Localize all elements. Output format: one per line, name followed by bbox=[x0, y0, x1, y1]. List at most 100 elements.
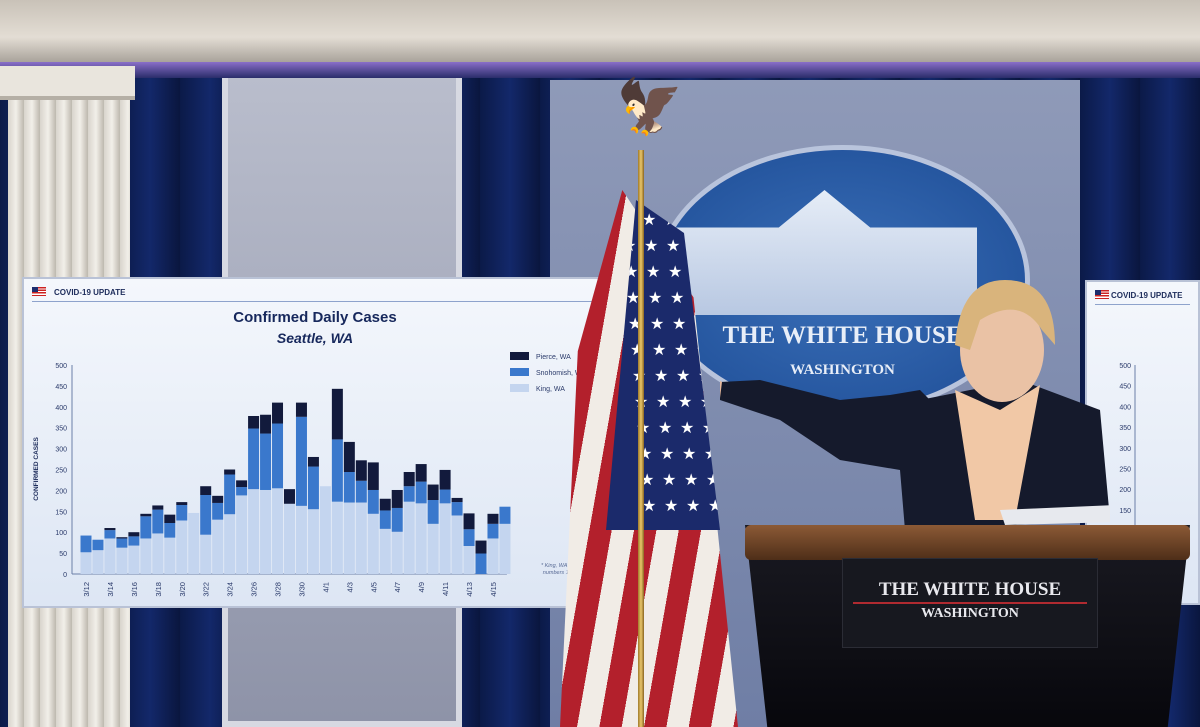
y-axis-label: CONFIRMED CASES bbox=[33, 437, 40, 501]
screen2-header: COVID-19 UPDATE bbox=[1111, 291, 1183, 300]
bar-segment-snohomish bbox=[80, 535, 92, 553]
legend-label: Snohomish, WA bbox=[536, 370, 586, 377]
y-tick-label: 100 bbox=[55, 530, 67, 537]
bar-segment-snohomish bbox=[272, 423, 284, 489]
bar-segment-pierce bbox=[116, 537, 128, 539]
bar-segment-king bbox=[391, 531, 403, 574]
flag-star-icon: ★ bbox=[674, 342, 689, 359]
bar-segment-pierce bbox=[355, 460, 367, 481]
x-tick-label: 3/20 bbox=[178, 582, 187, 597]
bar-segment-snohomish bbox=[331, 439, 343, 502]
bar-segment-king bbox=[427, 523, 439, 574]
bar-segment-pierce bbox=[140, 513, 152, 517]
bar-segment-snohomish bbox=[295, 416, 307, 506]
flag-star-icon: ★ bbox=[646, 264, 661, 281]
flag-star-icon: ★ bbox=[654, 368, 669, 385]
bar-segment-snohomish bbox=[116, 538, 128, 548]
podium-sign-title: THE WHITE HOUSE bbox=[878, 579, 1062, 600]
bar-segment-king bbox=[128, 545, 140, 574]
y-tick-label: 450 bbox=[1119, 384, 1131, 391]
ceiling-light-strip bbox=[0, 62, 1200, 78]
flag-star-icon: ★ bbox=[652, 342, 667, 359]
bar-segment-snohomish bbox=[92, 539, 104, 551]
seal-title: THE WHITE HOUSE bbox=[722, 322, 963, 349]
bar-segment-snohomish bbox=[403, 486, 415, 502]
us-flag-icon bbox=[32, 287, 46, 296]
bar-segment-snohomish bbox=[487, 523, 499, 539]
bar-segment-snohomish bbox=[343, 472, 355, 503]
speaker-scarf bbox=[955, 385, 1040, 520]
bar-segment-king bbox=[307, 509, 319, 574]
y-tick-label: 250 bbox=[1119, 467, 1131, 474]
flag-star-icon: ★ bbox=[642, 212, 657, 229]
y-tick-label: 500 bbox=[55, 363, 67, 370]
bar-segment-snohomish bbox=[475, 553, 487, 574]
y-tick-label: 250 bbox=[55, 468, 67, 475]
bar-segment-pierce bbox=[104, 528, 116, 531]
bar-segment-snohomish bbox=[200, 494, 212, 535]
bar-segment-king bbox=[224, 514, 236, 574]
bar-segment-pierce bbox=[236, 480, 248, 488]
bar-segment-king bbox=[499, 523, 511, 574]
bar-segment-king bbox=[439, 503, 451, 574]
bar-segment-pierce bbox=[367, 462, 379, 490]
header-divider bbox=[1095, 304, 1190, 305]
bar-segment-pierce bbox=[439, 469, 451, 490]
x-tick-label: 4/7 bbox=[393, 582, 402, 592]
bar-segment-pierce bbox=[475, 540, 487, 554]
chart-screen: COVID-19 UPDATE Confirmed Daily Cases Se… bbox=[22, 277, 608, 608]
y-tick-label: 300 bbox=[55, 447, 67, 454]
flag-star-icon: ★ bbox=[644, 238, 659, 255]
y-tick-label: 200 bbox=[55, 488, 67, 495]
legend-swatch bbox=[510, 384, 529, 392]
bar-segment-snohomish bbox=[427, 500, 439, 524]
bar-segment-king bbox=[212, 519, 224, 574]
bar-segment-pierce bbox=[391, 489, 403, 508]
y-tick-label: 50 bbox=[59, 551, 67, 558]
speaker-hand bbox=[720, 380, 722, 398]
flagpole bbox=[638, 150, 644, 727]
flag-star-icon: ★ bbox=[650, 316, 665, 333]
bar-segment-pierce bbox=[331, 388, 343, 440]
flag-star-icon: ★ bbox=[676, 368, 691, 385]
x-tick-label: 4/5 bbox=[369, 582, 378, 592]
bar-segment-king bbox=[152, 533, 164, 574]
bar-segment-pierce bbox=[272, 402, 284, 424]
bar-segment-king bbox=[188, 512, 200, 574]
bar-segment-pierce bbox=[212, 495, 224, 503]
podium-top bbox=[745, 525, 1190, 560]
y-tick-label: 200 bbox=[1119, 487, 1131, 494]
bar-segment-snohomish bbox=[379, 510, 391, 529]
speaker-hair bbox=[955, 280, 1055, 350]
bar-segment-snohomish bbox=[104, 530, 116, 539]
y-tick-label: 500 bbox=[1119, 363, 1131, 370]
bar-segment-pierce bbox=[283, 489, 295, 504]
bar-segment-pierce bbox=[451, 497, 463, 503]
bar-segment-king bbox=[295, 505, 307, 574]
bar-segment-king bbox=[343, 502, 355, 574]
bar-segment-king bbox=[379, 528, 391, 574]
flag-star-icon: ★ bbox=[662, 472, 677, 489]
bar-segment-king bbox=[248, 489, 260, 574]
bar-segment-snohomish bbox=[415, 481, 427, 504]
bar-segment-pierce bbox=[379, 498, 391, 511]
bar-segment-snohomish bbox=[439, 489, 451, 504]
bar-segment-snohomish bbox=[355, 480, 367, 503]
bar-segment-king bbox=[463, 545, 475, 574]
ceiling-cornice bbox=[0, 0, 1200, 62]
bar-segment-pierce bbox=[176, 502, 188, 506]
bar-segment-king bbox=[403, 501, 415, 574]
legend-swatch bbox=[510, 368, 529, 376]
bar-segment-king bbox=[272, 488, 284, 574]
flag-star-icon: ★ bbox=[660, 446, 675, 463]
x-tick-label: 3/18 bbox=[154, 582, 163, 597]
bar-segment-pierce bbox=[152, 505, 164, 510]
x-tick-label: 3/14 bbox=[106, 582, 115, 597]
bar-segment-snohomish bbox=[152, 509, 164, 534]
speaker-arm bbox=[720, 380, 960, 530]
flag-star-icon: ★ bbox=[666, 238, 681, 255]
chart-title: Confirmed Daily Cases bbox=[233, 309, 397, 326]
y-tick-label: 350 bbox=[1119, 425, 1131, 432]
bar-segment-snohomish bbox=[140, 516, 152, 539]
x-tick-label: 3/24 bbox=[226, 582, 235, 597]
